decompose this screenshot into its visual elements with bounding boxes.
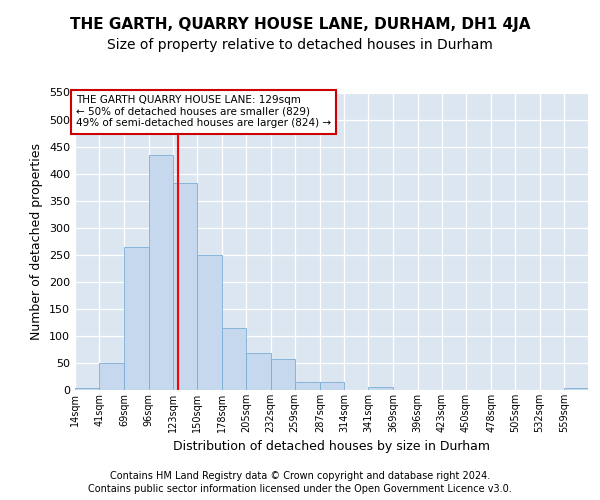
Bar: [75, 388, 99, 390]
Bar: [368, 387, 394, 390]
Text: THE GARTH QUARRY HOUSE LANE: 129sqm
← 50% of detached houses are smaller (829)
4: THE GARTH QUARRY HOUSE LANE: 129sqm ← 50…: [76, 95, 331, 128]
Bar: [320, 382, 344, 390]
Text: Size of property relative to detached houses in Durham: Size of property relative to detached ho…: [107, 38, 493, 52]
X-axis label: Distribution of detached houses by size in Durham: Distribution of detached houses by size …: [173, 440, 490, 454]
Bar: [564, 388, 588, 390]
Bar: [197, 256, 222, 390]
Bar: [124, 246, 149, 390]
Bar: [222, 328, 246, 390]
Bar: [99, 363, 124, 390]
Y-axis label: Number of detached properties: Number of detached properties: [31, 143, 43, 340]
Text: Contains HM Land Registry data © Crown copyright and database right 2024.: Contains HM Land Registry data © Crown c…: [110, 471, 490, 481]
Bar: [246, 353, 271, 390]
Bar: [149, 154, 173, 390]
Bar: [173, 183, 197, 390]
Bar: [271, 358, 295, 390]
Text: THE GARTH, QUARRY HOUSE LANE, DURHAM, DH1 4JA: THE GARTH, QUARRY HOUSE LANE, DURHAM, DH…: [70, 18, 530, 32]
Bar: [295, 382, 320, 390]
Text: Contains public sector information licensed under the Open Government Licence v3: Contains public sector information licen…: [88, 484, 512, 494]
